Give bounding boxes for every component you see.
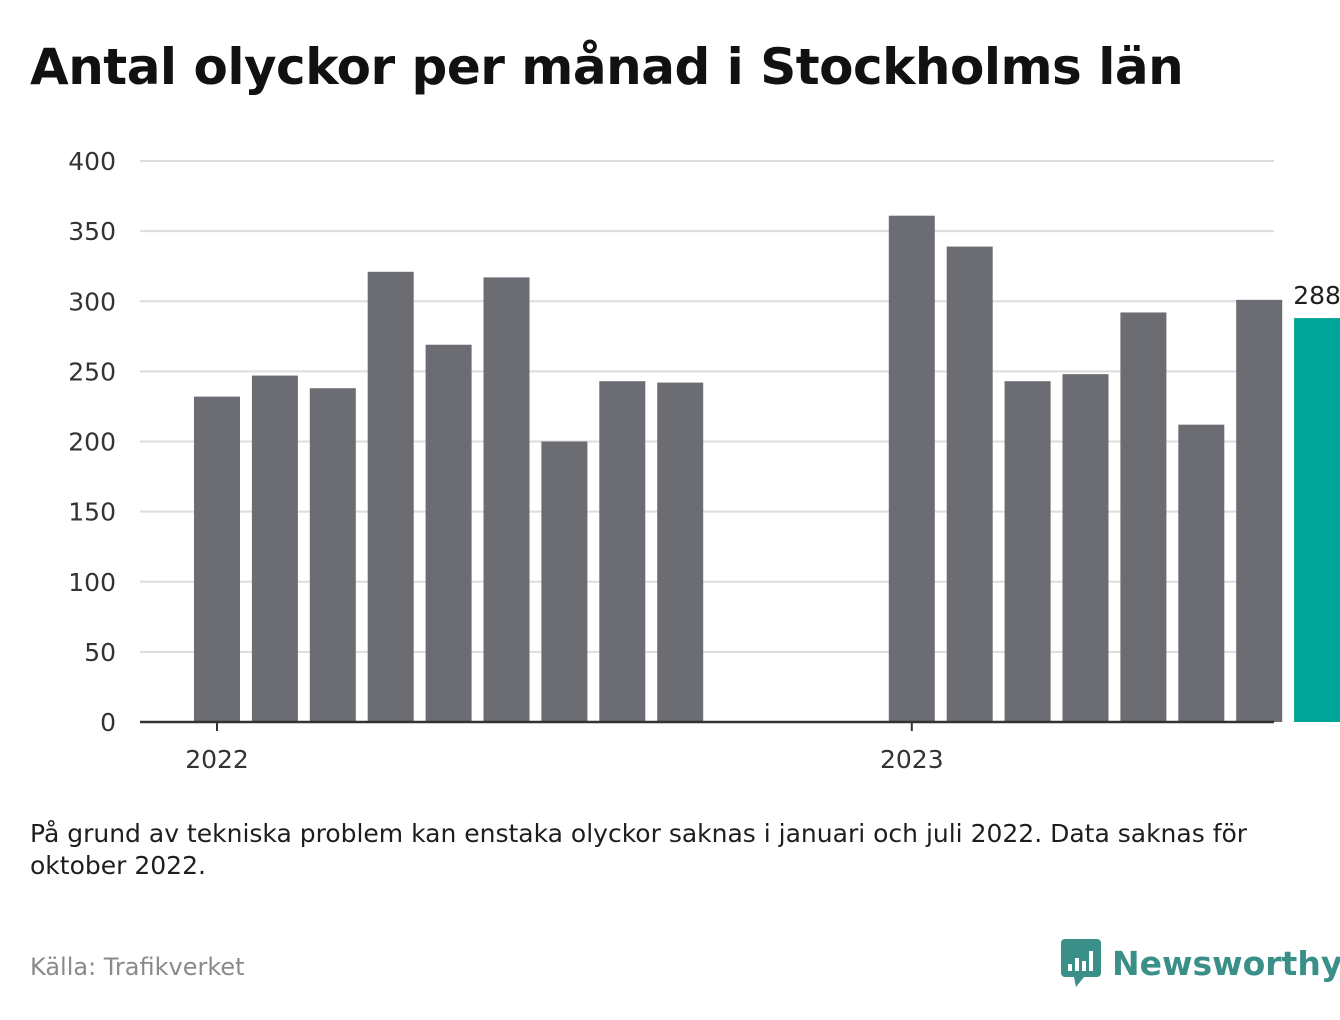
x-tick-label: 2023: [880, 745, 944, 774]
y-tick-label: 50: [84, 638, 116, 667]
x-tick-label: 2022: [185, 745, 249, 774]
chart-title: Antal olyckor per månad i Stockholms län: [30, 38, 1184, 96]
bar: [1004, 381, 1051, 722]
bar: [1062, 374, 1109, 722]
bar-highlight: [1294, 318, 1340, 722]
y-tick-label: 400: [68, 147, 116, 176]
newsworthy-logo-icon: [1061, 939, 1101, 987]
y-tick-label: 350: [68, 217, 116, 246]
bar: [541, 441, 588, 722]
bar: [194, 396, 240, 722]
bar: [425, 344, 472, 722]
y-tick-label: 250: [68, 357, 116, 386]
y-tick-label: 200: [68, 428, 116, 457]
source-label: Källa: Trafikverket: [30, 953, 245, 981]
chart-note: På grund av tekniska problem kan enstaka…: [30, 819, 1248, 880]
bar: [367, 271, 414, 722]
bar: [1178, 424, 1225, 722]
bar: [1236, 299, 1283, 722]
bar: [599, 381, 646, 722]
brand-name: Newsworthy: [1112, 943, 1340, 983]
bar: [483, 277, 530, 722]
bar-chart: 0 50 100 150 200 250 300 350 400 288 2022 2023: [68, 147, 1340, 774]
data-label: 288: [1293, 281, 1340, 310]
bar: [251, 375, 298, 722]
bar: [946, 246, 993, 722]
bar: [888, 215, 935, 722]
y-tick-label: 150: [68, 498, 116, 527]
y-tick-label: 300: [68, 287, 116, 316]
brand-logo[interactable]: Newsworthy: [1060, 938, 1340, 988]
bar: [657, 382, 704, 722]
y-tick-label: 100: [68, 568, 116, 597]
y-tick-label: 0: [100, 708, 116, 737]
bar: [1120, 312, 1167, 722]
bar: [309, 388, 356, 722]
